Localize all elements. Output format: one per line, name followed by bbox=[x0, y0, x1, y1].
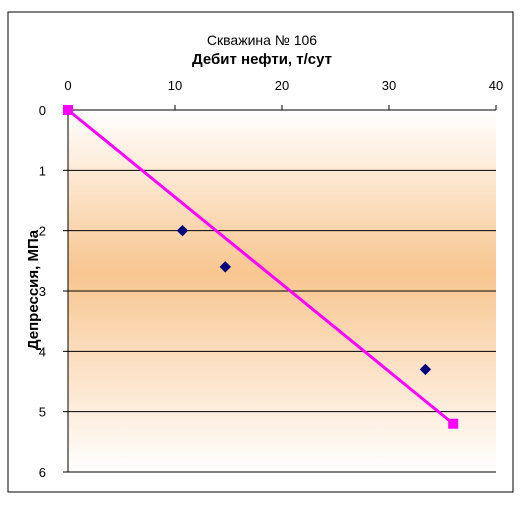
y-tick-label: 4 bbox=[39, 344, 46, 359]
line-endpoint bbox=[63, 105, 73, 115]
data-point bbox=[219, 261, 231, 273]
grid bbox=[68, 169, 496, 473]
tick-labels: 0 1 2 3 4 5 6 0 10 20 30 40 bbox=[39, 78, 503, 480]
y-axis-label: Депрессия, МПа bbox=[25, 229, 42, 350]
data-point bbox=[176, 224, 189, 237]
x-tick-label: 20 bbox=[275, 78, 289, 93]
x-tick-label: 30 bbox=[382, 78, 396, 93]
y-tick-label: 6 bbox=[39, 465, 46, 480]
x-axis-label: Дебит нефти, т/сут bbox=[192, 51, 332, 68]
y-tick-label: 1 bbox=[39, 163, 46, 178]
line-endpoint bbox=[448, 418, 459, 429]
chart-title: Скважина № 106 bbox=[207, 32, 317, 48]
y-tick-label: 0 bbox=[39, 103, 46, 118]
series bbox=[63, 105, 459, 429]
x-tick-label: 0 bbox=[64, 78, 71, 93]
y-tick-label: 5 bbox=[39, 405, 46, 420]
x-tick-label: 40 bbox=[489, 78, 503, 93]
data-point bbox=[419, 363, 432, 376]
y-tick-label: 2 bbox=[39, 224, 46, 239]
y-tick-label: 3 bbox=[39, 284, 46, 299]
trend-line bbox=[67, 108, 455, 425]
x-tick-label: 10 bbox=[168, 78, 182, 93]
